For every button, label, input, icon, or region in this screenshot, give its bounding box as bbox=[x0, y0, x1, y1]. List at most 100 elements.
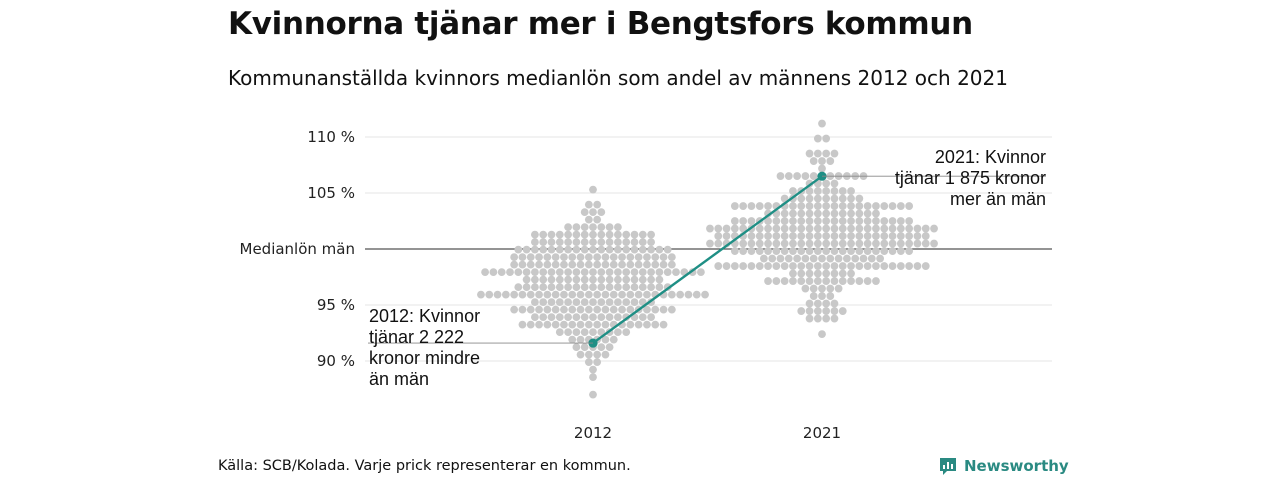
dot bbox=[872, 262, 880, 270]
dot bbox=[768, 254, 777, 263]
dot bbox=[801, 284, 810, 293]
dot bbox=[576, 253, 585, 262]
dot bbox=[626, 253, 635, 262]
dot bbox=[822, 224, 831, 233]
dot bbox=[813, 187, 822, 195]
dot bbox=[601, 253, 610, 262]
dot bbox=[576, 335, 585, 344]
dot bbox=[555, 283, 564, 292]
dot bbox=[531, 238, 539, 247]
dot bbox=[568, 253, 577, 262]
dot bbox=[630, 275, 639, 284]
dot bbox=[772, 247, 781, 255]
dot bbox=[547, 230, 556, 239]
dot bbox=[597, 230, 606, 239]
dot bbox=[830, 202, 839, 210]
dot bbox=[921, 232, 930, 240]
dot bbox=[797, 202, 806, 210]
dot bbox=[780, 224, 789, 233]
dot bbox=[560, 260, 568, 269]
dot bbox=[589, 238, 597, 247]
dot bbox=[818, 292, 826, 300]
dot bbox=[593, 350, 602, 359]
dot bbox=[522, 245, 531, 254]
dot bbox=[560, 290, 568, 299]
dot bbox=[793, 172, 801, 180]
dot bbox=[605, 343, 614, 352]
dot bbox=[805, 232, 814, 240]
dot bbox=[597, 245, 606, 254]
dot bbox=[880, 224, 889, 233]
dot bbox=[822, 202, 831, 210]
annotation-2012-line: kronor mindre bbox=[369, 348, 480, 368]
dot bbox=[555, 268, 564, 277]
dot bbox=[851, 254, 860, 263]
dot bbox=[797, 277, 806, 285]
dot bbox=[872, 224, 880, 233]
dot bbox=[830, 314, 839, 323]
dot bbox=[805, 239, 814, 248]
dot bbox=[838, 187, 847, 195]
dot bbox=[772, 277, 781, 285]
dot bbox=[667, 253, 676, 262]
dot bbox=[580, 230, 589, 239]
dot bbox=[896, 239, 905, 248]
dot bbox=[555, 298, 564, 307]
dot bbox=[905, 217, 914, 225]
dot bbox=[614, 313, 622, 322]
dot bbox=[830, 217, 839, 225]
dot bbox=[501, 290, 510, 299]
dot bbox=[584, 260, 593, 269]
dot bbox=[797, 307, 806, 315]
dot bbox=[847, 202, 855, 210]
dot bbox=[572, 283, 581, 292]
dot bbox=[730, 247, 739, 255]
dot bbox=[838, 202, 847, 210]
dot bbox=[622, 245, 631, 254]
dot bbox=[535, 253, 543, 262]
dot bbox=[701, 290, 709, 299]
dot bbox=[896, 262, 905, 270]
dot bbox=[568, 320, 577, 329]
dot bbox=[580, 275, 589, 284]
dot bbox=[481, 268, 489, 277]
dot bbox=[789, 269, 797, 278]
dot bbox=[730, 217, 739, 225]
dot bbox=[576, 320, 585, 329]
dot bbox=[772, 217, 781, 225]
dot bbox=[605, 298, 614, 307]
dot bbox=[830, 239, 839, 248]
dot bbox=[822, 179, 831, 188]
dot bbox=[638, 283, 647, 292]
dot bbox=[780, 239, 789, 248]
dot bbox=[522, 275, 531, 284]
dot bbox=[888, 239, 897, 248]
dot bbox=[714, 262, 723, 270]
dot bbox=[797, 262, 806, 270]
dot bbox=[580, 298, 589, 307]
dot bbox=[813, 239, 822, 248]
dot bbox=[614, 328, 622, 337]
dot bbox=[863, 277, 872, 285]
dot bbox=[830, 262, 839, 270]
dot bbox=[638, 313, 647, 322]
dot bbox=[880, 217, 889, 225]
dot bbox=[539, 245, 548, 254]
dot bbox=[572, 268, 581, 277]
dot bbox=[584, 215, 593, 224]
dot bbox=[605, 230, 614, 239]
dot bbox=[888, 232, 897, 240]
y-tick-label: 95 % bbox=[317, 296, 355, 314]
dot bbox=[560, 320, 568, 329]
dot bbox=[531, 245, 539, 254]
dot bbox=[813, 269, 822, 278]
dot bbox=[655, 245, 664, 254]
dot bbox=[522, 268, 531, 277]
dot bbox=[830, 187, 839, 195]
dot bbox=[822, 269, 831, 278]
dot bbox=[847, 269, 855, 278]
dot bbox=[547, 238, 556, 247]
dot bbox=[838, 277, 847, 285]
dot bbox=[813, 149, 822, 158]
dot bbox=[597, 283, 606, 292]
